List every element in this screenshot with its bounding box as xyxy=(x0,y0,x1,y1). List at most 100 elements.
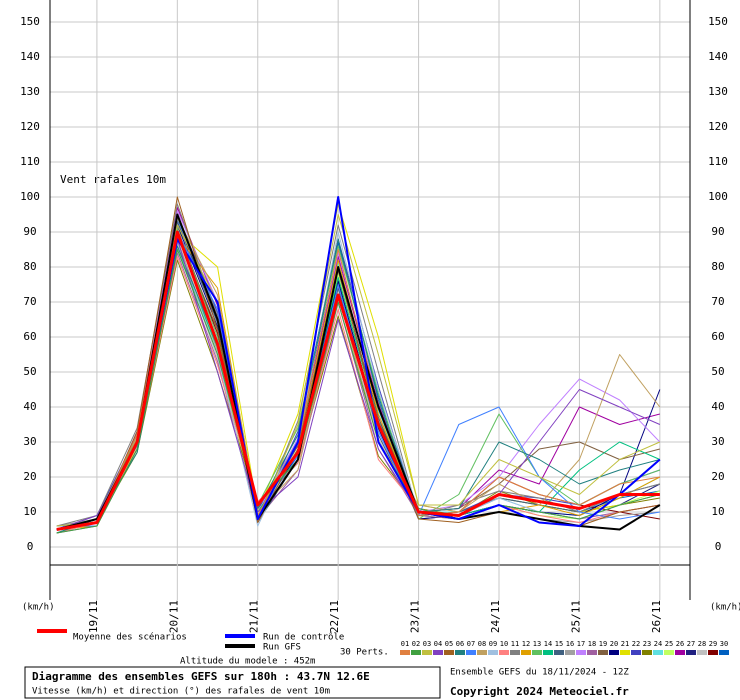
x-tick-label: 22/11 xyxy=(328,600,341,633)
legend-swatch xyxy=(565,650,575,655)
x-tick-label: 26/11 xyxy=(650,600,663,633)
legend-label: 16 xyxy=(566,640,574,648)
legend-label: 28 xyxy=(698,640,706,648)
caption-title: Diagramme des ensembles GEFS sur 180h : … xyxy=(32,670,370,683)
legend-label: 29 xyxy=(709,640,717,648)
legend-label: 14 xyxy=(544,640,552,648)
y-tick-label-right: 70 xyxy=(711,295,724,308)
legend-swatch xyxy=(708,650,718,655)
legend-swatch xyxy=(554,650,564,655)
legend-swatch xyxy=(532,650,542,655)
legend-label: 09 xyxy=(489,640,497,648)
copyright: Copyright 2024 Meteociel.fr xyxy=(450,685,629,698)
caption-subtitle: Vitesse (km/h) et direction (°) des rafa… xyxy=(32,687,330,697)
legend-label: 11 xyxy=(511,640,519,648)
legend-label: 25 xyxy=(665,640,673,648)
legend-swatch xyxy=(697,650,707,655)
legend-swatch xyxy=(686,650,696,655)
legend-label: Run GFS xyxy=(263,643,301,653)
y-tick-label-right: 30 xyxy=(711,435,724,448)
y-tick-label-right: 50 xyxy=(711,365,724,378)
x-tick-label: 25/11 xyxy=(569,600,582,633)
legend-label: 17 xyxy=(577,640,585,648)
legend-swatch xyxy=(653,650,663,655)
legend-label: 15 xyxy=(555,640,563,648)
legend-label: 08 xyxy=(478,640,486,648)
y-tick-label: 10 xyxy=(23,505,36,518)
legend-swatch xyxy=(543,650,553,655)
x-tick-label: 23/11 xyxy=(409,600,422,633)
y-tick-label: 70 xyxy=(23,295,36,308)
y-tick-label-right: 80 xyxy=(711,260,724,273)
y-unit-right: (km/h) xyxy=(710,603,740,613)
y-tick-label: 50 xyxy=(23,365,36,378)
y-tick-label: 110 xyxy=(20,155,40,168)
legend-label: 30 xyxy=(720,640,728,648)
altitude: Altitude du modele : 452m xyxy=(180,657,315,667)
legend-label: 22 xyxy=(632,640,640,648)
y-unit-left: (km/h) xyxy=(22,603,55,613)
legend-swatch xyxy=(576,650,586,655)
legend-label: 13 xyxy=(533,640,541,648)
y-tick-label: 140 xyxy=(20,50,40,63)
y-tick-label-right: 140 xyxy=(708,50,728,63)
legend-label: 03 xyxy=(423,640,431,648)
legend-swatch xyxy=(521,650,531,655)
legend-label: 18 xyxy=(588,640,596,648)
legend-swatch xyxy=(609,650,619,655)
legend-label: 04 xyxy=(434,640,442,648)
legend-swatch xyxy=(422,650,432,655)
legend-swatch xyxy=(411,650,421,655)
legend-swatch xyxy=(664,650,674,655)
legend-label: 20 xyxy=(610,640,618,648)
x-tick-label: 21/11 xyxy=(248,600,261,633)
y-tick-label-right: 120 xyxy=(708,120,728,133)
legend-label: 24 xyxy=(654,640,662,648)
y-tick-label-right: 150 xyxy=(708,15,728,28)
legend-swatch xyxy=(444,650,454,655)
x-tick-label: 19/11 xyxy=(87,600,100,633)
legend-label: Moyenne des scénarios xyxy=(73,632,187,643)
legend-label: Run de contrôle xyxy=(263,632,344,643)
legend-swatch xyxy=(466,650,476,655)
legend-label: 27 xyxy=(687,640,695,648)
legend-label: 21 xyxy=(621,640,629,648)
perts-label: 30 Perts. xyxy=(340,648,389,658)
y-tick-label: 100 xyxy=(20,190,40,203)
caption-box xyxy=(24,666,441,699)
legend-label: 26 xyxy=(676,640,684,648)
y-tick-label-right: 100 xyxy=(708,190,728,203)
legend-swatch xyxy=(631,650,641,655)
run-info: Ensemble GEFS du 18/11/2024 - 12Z xyxy=(450,668,629,678)
legend-swatch xyxy=(719,650,729,655)
legend-swatch xyxy=(455,650,465,655)
legend-label: 19 xyxy=(599,640,607,648)
legend-swatch xyxy=(675,650,685,655)
y-tick-label-right: 90 xyxy=(711,225,724,238)
x-tick-label: 24/11 xyxy=(489,600,502,633)
legend-label: 12 xyxy=(522,640,530,648)
y-tick-label-right: 110 xyxy=(708,155,728,168)
y-tick-label: 90 xyxy=(23,225,36,238)
main-line xyxy=(56,213,661,531)
legend-swatch xyxy=(620,650,630,655)
y-tick-label: 130 xyxy=(20,85,40,98)
y-tick-label: 150 xyxy=(20,15,40,28)
legend-swatch xyxy=(433,650,443,655)
pert-line xyxy=(56,249,660,534)
y-tick-label-right: 60 xyxy=(711,330,724,343)
legend-swatch xyxy=(510,650,520,655)
x-tick-label: 20/11 xyxy=(167,600,180,633)
y-tick-label-right: 0 xyxy=(715,540,722,553)
y-tick-label-right: 130 xyxy=(708,85,728,98)
y-tick-label: 60 xyxy=(23,330,36,343)
legend-label: 01 xyxy=(401,640,409,648)
y-tick-label: 120 xyxy=(20,120,40,133)
legend-swatch xyxy=(499,650,509,655)
y-tick-label: 20 xyxy=(23,470,36,483)
y-tick-label: 80 xyxy=(23,260,36,273)
legend-swatch xyxy=(488,650,498,655)
legend-label: 05 xyxy=(445,640,453,648)
